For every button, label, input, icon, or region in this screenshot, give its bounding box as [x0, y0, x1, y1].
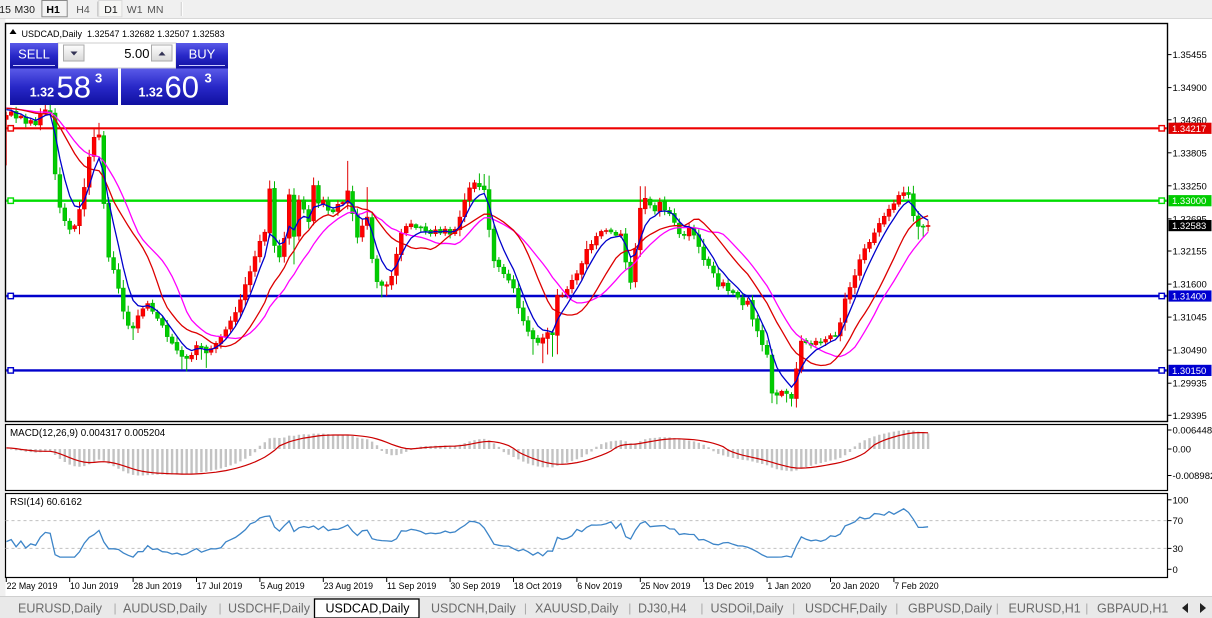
- svg-text:|: |: [628, 601, 631, 615]
- svg-text:AUDUSD,Daily: AUDUSD,Daily: [123, 602, 208, 616]
- svg-text:USDCNH,Daily: USDCNH,Daily: [431, 602, 516, 616]
- svg-text:30: 30: [1173, 544, 1184, 555]
- svg-text:USDCAD,Daily: USDCAD,Daily: [326, 602, 411, 616]
- svg-text:1.32: 1.32: [139, 86, 163, 100]
- svg-text:MN: MN: [147, 4, 163, 16]
- svg-text:60: 60: [165, 70, 199, 105]
- svg-text:1.32: 1.32: [30, 86, 54, 100]
- svg-text:XAUUSD,Daily: XAUUSD,Daily: [535, 602, 619, 616]
- svg-text:MACD(12,26,9) 0.004317 0.00520: MACD(12,26,9) 0.004317 0.005204: [10, 428, 166, 439]
- svg-text:1.31045: 1.31045: [1173, 313, 1207, 324]
- svg-text:EURUSD,Daily: EURUSD,Daily: [18, 602, 103, 616]
- svg-text:BUY: BUY: [189, 47, 216, 62]
- svg-text:1.35455: 1.35455: [1173, 50, 1207, 61]
- svg-text:|: |: [219, 601, 222, 615]
- svg-text:1.33000: 1.33000: [1172, 196, 1206, 207]
- svg-text:USDOil,Daily: USDOil,Daily: [711, 602, 785, 616]
- svg-text:0.00: 0.00: [1173, 445, 1192, 456]
- svg-text:M30: M30: [15, 4, 36, 16]
- svg-text:1.31400: 1.31400: [1172, 292, 1206, 303]
- svg-text:1.34900: 1.34900: [1173, 83, 1207, 94]
- svg-text:RSI(14) 60.6162: RSI(14) 60.6162: [10, 497, 82, 508]
- svg-text:3: 3: [95, 71, 102, 86]
- svg-text:GBPAUD,H1: GBPAUD,H1: [1097, 602, 1168, 616]
- svg-text:1.33805: 1.33805: [1173, 148, 1207, 159]
- svg-text:3: 3: [205, 71, 212, 86]
- svg-text:1.29935: 1.29935: [1173, 379, 1207, 390]
- svg-text:|: |: [996, 601, 999, 615]
- svg-text:5.00: 5.00: [124, 46, 149, 61]
- svg-text:D1: D1: [104, 4, 118, 16]
- svg-text:1.33250: 1.33250: [1173, 181, 1207, 192]
- svg-text:|: |: [524, 601, 527, 615]
- svg-text:1.32695: 1.32695: [1173, 214, 1207, 225]
- svg-text:1 Jan 2020: 1 Jan 2020: [767, 581, 811, 591]
- svg-text:GBPUSD,Daily: GBPUSD,Daily: [908, 602, 993, 616]
- svg-text:|: |: [1085, 601, 1088, 615]
- svg-text:-0.008982: -0.008982: [1173, 471, 1212, 482]
- svg-text:23 Aug 2019: 23 Aug 2019: [324, 581, 374, 591]
- svg-text:|: |: [792, 601, 795, 615]
- svg-text:70: 70: [1173, 516, 1184, 527]
- svg-text:28 Jun 2019: 28 Jun 2019: [133, 581, 182, 591]
- svg-text:25 Nov 2019: 25 Nov 2019: [641, 581, 691, 591]
- svg-text:100: 100: [1173, 495, 1189, 506]
- svg-text:11 Sep 2019: 11 Sep 2019: [387, 581, 436, 591]
- svg-text:58: 58: [57, 70, 91, 105]
- svg-text:M15: M15: [0, 4, 11, 16]
- svg-text:DJ30,H4: DJ30,H4: [638, 602, 687, 616]
- svg-text:H4: H4: [76, 4, 90, 16]
- svg-text:EURUSD,H1: EURUSD,H1: [1009, 602, 1081, 616]
- svg-text:6 Nov 2019: 6 Nov 2019: [577, 581, 622, 591]
- svg-text:10 Jun 2019: 10 Jun 2019: [70, 581, 119, 591]
- svg-text:18 Oct 2019: 18 Oct 2019: [514, 581, 562, 591]
- svg-text:|: |: [700, 601, 703, 615]
- svg-text:|: |: [895, 601, 898, 615]
- svg-text:7 Feb 2020: 7 Feb 2020: [894, 581, 939, 591]
- svg-text:1.31600: 1.31600: [1173, 280, 1207, 291]
- svg-text:20 Jan 2020: 20 Jan 2020: [831, 581, 880, 591]
- svg-text:1.30490: 1.30490: [1173, 346, 1207, 357]
- svg-text:SELL: SELL: [18, 47, 50, 62]
- svg-text:USDCHF,Daily: USDCHF,Daily: [805, 602, 888, 616]
- svg-text:13 Dec 2019: 13 Dec 2019: [704, 581, 754, 591]
- svg-text:30 Sep 2019: 30 Sep 2019: [450, 581, 500, 591]
- svg-text:|: |: [114, 601, 117, 615]
- svg-text:1.32583: 1.32583: [1172, 221, 1206, 232]
- svg-text:22 May 2019: 22 May 2019: [7, 581, 58, 591]
- svg-text:0.006448: 0.006448: [1173, 426, 1212, 437]
- svg-text:USDCAD,Daily 1.32547 1.32682: USDCAD,Daily 1.32547 1.32682 1.32507 1.3…: [22, 29, 225, 39]
- svg-text:W1: W1: [127, 4, 143, 16]
- svg-text:1.30150: 1.30150: [1172, 366, 1206, 377]
- svg-text:1.34217: 1.34217: [1172, 124, 1206, 135]
- svg-text:H1: H1: [46, 4, 60, 16]
- svg-text:USDCHF,Daily: USDCHF,Daily: [228, 602, 311, 616]
- svg-text:1.29395: 1.29395: [1173, 411, 1207, 422]
- svg-text:17 Jul 2019: 17 Jul 2019: [197, 581, 243, 591]
- svg-text:1.34360: 1.34360: [1173, 115, 1207, 126]
- svg-text:0: 0: [1173, 565, 1178, 576]
- svg-text:5 Aug 2019: 5 Aug 2019: [260, 581, 305, 591]
- svg-text:1.32155: 1.32155: [1173, 247, 1207, 258]
